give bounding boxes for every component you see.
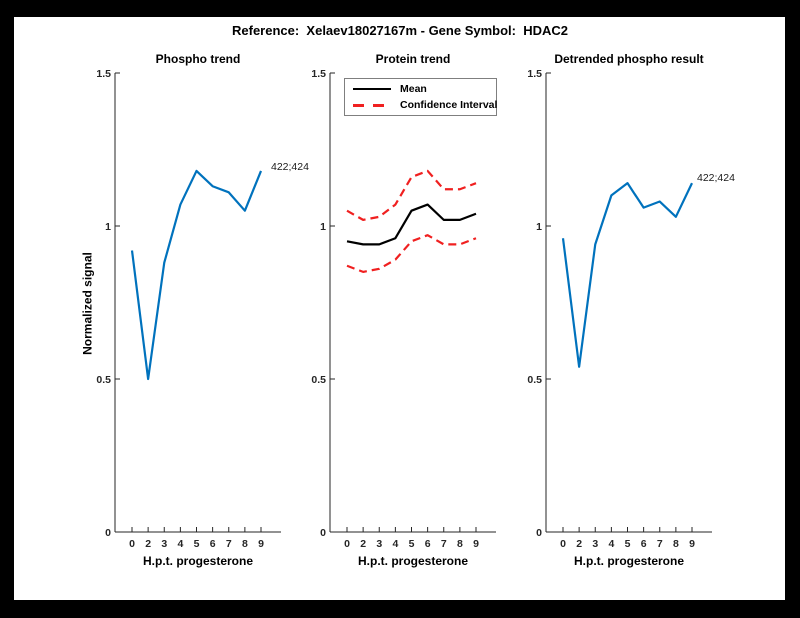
phospho-trend-chart: 00.511.50 2 3 4 5 6 7 8 9 (96, 68, 281, 550)
y-tick-label: 0.5 (96, 374, 111, 386)
confidence-interval-line-swatch (353, 103, 391, 107)
subplot-title-protein-trend: Protein trend (375, 52, 451, 66)
y-tick-label: 1 (320, 221, 326, 233)
x-tick-label: 5 (194, 538, 200, 550)
y-tick-label: 0 (536, 527, 542, 539)
x-tick-label: 7 (441, 538, 447, 550)
y-tick-label: 0 (320, 527, 326, 539)
y-tick-label: 0.5 (527, 374, 542, 386)
x-tick-label: 6 (210, 538, 216, 550)
y-tick-label: 1.5 (311, 68, 326, 80)
y-tick-label: 0 (105, 527, 111, 539)
legend-item-mean: Mean (345, 81, 496, 97)
x-tick-label: 7 (226, 538, 232, 550)
y-tick-label: 0.5 (311, 374, 326, 386)
protein-trend-chart: 00.511.50 2 3 4 5 6 7 8 9 (311, 68, 496, 550)
x-tick-label: 8 (457, 538, 463, 550)
y-tick-label: 1 (105, 221, 111, 233)
x-axis-label: H.p.t. progesterone (573, 554, 684, 568)
x-tick-label: 0 (344, 538, 350, 550)
x-tick-label: 9 (689, 538, 695, 550)
endpoint-annotation: 422;424 (697, 172, 735, 184)
x-tick-label: 0 (129, 538, 135, 550)
x-tick-label: 9 (473, 538, 479, 550)
x-tick-label: 4 (392, 538, 398, 550)
series-mean (346, 203, 477, 246)
y-tick-label: 1 (536, 221, 542, 233)
legend: Mean Confidence Interval (344, 78, 497, 116)
x-tick-label: 8 (242, 538, 248, 550)
x-tick-label: 3 (376, 538, 382, 550)
y-tick-label: 1.5 (96, 68, 111, 80)
x-tick-label: 5 (625, 538, 631, 550)
mean-line-swatch (353, 88, 391, 90)
detrended-phospho-chart: 00.511.50 2 3 4 5 6 7 8 9 (527, 68, 712, 550)
endpoint-annotation: 422;424 (271, 161, 309, 173)
x-tick-label: 7 (657, 538, 663, 550)
x-tick-label: 9 (258, 538, 264, 550)
x-axis-label: H.p.t. progesterone (142, 554, 253, 568)
x-tick-label: 6 (641, 538, 647, 550)
subplot-title-detrended-phospho: Detrended phospho result (554, 52, 704, 66)
subplot-title-phospho-trend: Phospho trend (155, 52, 241, 66)
x-tick-label: 2 (576, 538, 582, 550)
x-tick-label: 3 (161, 538, 167, 550)
legend-item-confidence-interval: Confidence Interval (345, 97, 498, 113)
legend-label: Confidence Interval (400, 99, 498, 111)
series-confidence-lower (346, 234, 477, 273)
x-tick-label: 6 (425, 538, 431, 550)
x-tick-label: 3 (592, 538, 598, 550)
x-axis-label: H.p.t. progesterone (357, 554, 468, 568)
series-detrended-phospho-signal (561, 182, 693, 368)
legend-label: Mean (400, 83, 427, 95)
x-tick-label: 4 (177, 538, 183, 550)
series-phospho-signal (130, 169, 263, 381)
y-tick-label: 1.5 (527, 68, 542, 80)
x-tick-label: 4 (608, 538, 614, 550)
figure-title: Reference: Xelaev18027167m - Gene Symbol… (232, 23, 568, 38)
x-tick-label: 0 (560, 538, 566, 550)
x-tick-label: 2 (360, 538, 366, 550)
x-tick-label: 5 (409, 538, 415, 550)
x-tick-label: 2 (145, 538, 151, 550)
x-tick-label: 8 (673, 538, 679, 550)
